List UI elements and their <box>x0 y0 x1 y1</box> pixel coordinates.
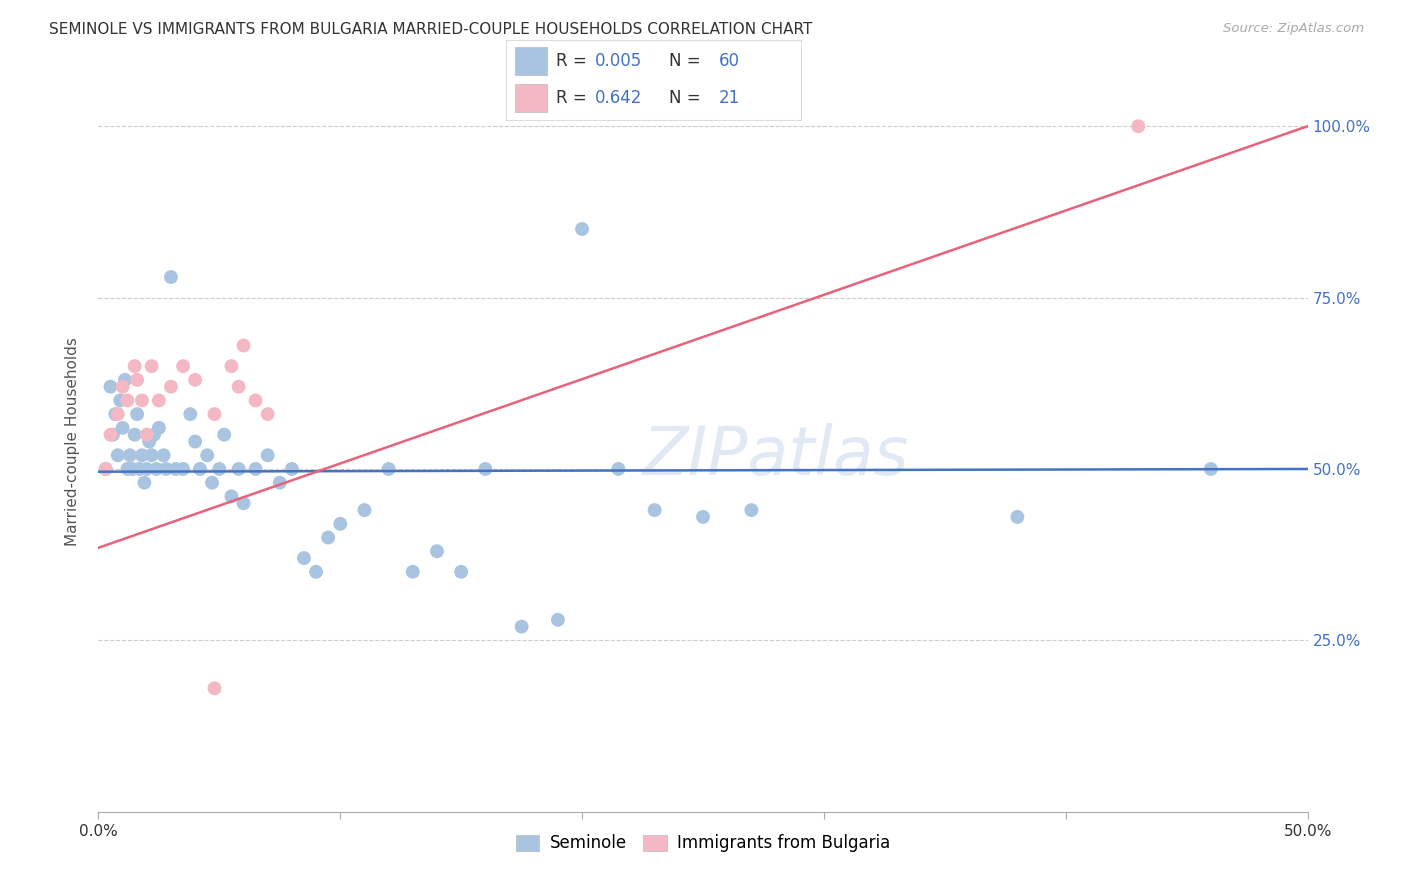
Text: R =: R = <box>557 89 592 107</box>
Text: R =: R = <box>557 52 592 70</box>
Point <box>692 510 714 524</box>
Point <box>127 407 149 421</box>
Point <box>108 393 131 408</box>
Point <box>127 373 149 387</box>
Text: 21: 21 <box>718 89 740 107</box>
FancyBboxPatch shape <box>515 47 547 76</box>
Point <box>1128 119 1150 133</box>
Point <box>121 462 143 476</box>
Legend: Seminole, Immigrants from Bulgaria: Seminole, Immigrants from Bulgaria <box>509 828 897 859</box>
Point <box>426 544 449 558</box>
Point <box>131 393 153 408</box>
Point <box>305 565 328 579</box>
Point <box>281 462 304 476</box>
Point <box>165 462 187 476</box>
Text: N =: N = <box>669 89 706 107</box>
Point <box>143 427 166 442</box>
Point <box>377 462 399 476</box>
Point <box>245 462 267 476</box>
Point <box>152 448 174 462</box>
Point <box>172 359 194 373</box>
Point <box>510 619 533 633</box>
Point <box>155 462 177 476</box>
Point <box>148 393 170 408</box>
Point <box>124 427 146 442</box>
Point <box>111 380 134 394</box>
Point <box>329 516 352 531</box>
Point <box>145 462 167 476</box>
Point <box>118 448 141 462</box>
Point <box>450 565 472 579</box>
Point <box>1007 510 1029 524</box>
Point <box>94 462 117 476</box>
Point <box>201 475 224 490</box>
FancyBboxPatch shape <box>515 85 547 112</box>
Point <box>148 421 170 435</box>
Point <box>124 359 146 373</box>
Point <box>204 407 226 421</box>
Point <box>188 462 211 476</box>
Point <box>114 373 136 387</box>
Point <box>184 434 207 449</box>
Point <box>402 565 425 579</box>
Point <box>232 338 254 352</box>
Point <box>100 427 122 442</box>
Point <box>107 407 129 421</box>
Point <box>232 496 254 510</box>
Point <box>228 380 250 394</box>
Text: ZIPatlas: ZIPatlas <box>643 424 908 490</box>
Text: 0.005: 0.005 <box>595 52 643 70</box>
Point <box>94 462 117 476</box>
Point <box>1199 462 1222 476</box>
Point <box>212 427 235 442</box>
Text: N =: N = <box>669 52 706 70</box>
Point <box>135 462 157 476</box>
Point <box>100 380 122 394</box>
Point <box>134 475 156 490</box>
Text: SEMINOLE VS IMMIGRANTS FROM BULGARIA MARRIED-COUPLE HOUSEHOLDS CORRELATION CHART: SEMINOLE VS IMMIGRANTS FROM BULGARIA MAR… <box>49 22 813 37</box>
Point <box>131 448 153 462</box>
Point <box>128 462 150 476</box>
Y-axis label: Married-couple Households: Married-couple Households <box>65 337 80 546</box>
Point <box>256 448 278 462</box>
Point <box>141 448 163 462</box>
Point <box>644 503 666 517</box>
Point <box>571 222 593 236</box>
Point <box>245 393 267 408</box>
Point <box>135 427 157 442</box>
Text: 60: 60 <box>718 52 740 70</box>
Point <box>160 380 183 394</box>
Point <box>474 462 496 476</box>
Point <box>179 407 201 421</box>
Point <box>107 448 129 462</box>
Point <box>353 503 375 517</box>
Point <box>204 681 226 696</box>
Point <box>547 613 569 627</box>
Point <box>160 270 183 285</box>
Point <box>316 531 339 545</box>
Point <box>141 359 163 373</box>
Point <box>256 407 278 421</box>
Point <box>228 462 250 476</box>
Point <box>184 373 207 387</box>
Point <box>221 489 243 503</box>
Point <box>292 551 315 566</box>
Point <box>607 462 630 476</box>
Point <box>138 434 160 449</box>
Point <box>101 427 124 442</box>
Point <box>740 503 762 517</box>
Point <box>111 421 134 435</box>
Point <box>221 359 243 373</box>
Text: Source: ZipAtlas.com: Source: ZipAtlas.com <box>1223 22 1364 36</box>
Point <box>117 393 139 408</box>
Text: 0.642: 0.642 <box>595 89 643 107</box>
Point <box>269 475 291 490</box>
Point <box>104 407 127 421</box>
Point <box>117 462 139 476</box>
Point <box>208 462 231 476</box>
Point <box>195 448 218 462</box>
Point <box>172 462 194 476</box>
